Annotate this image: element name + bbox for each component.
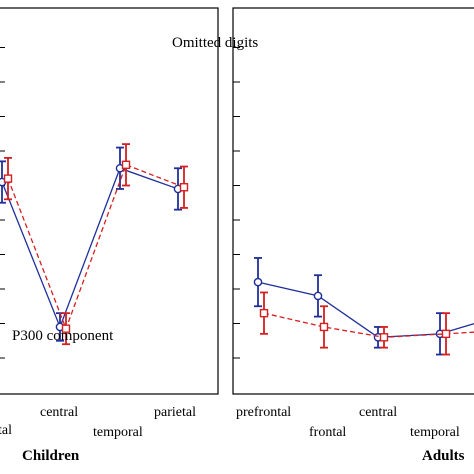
adults-series-group [253,257,474,356]
children-tick-label-temporal: temporal [93,425,143,440]
children-tick-label-parietal: parietal [154,405,196,420]
children-tick-label-prefrontal: tal [0,423,12,438]
adults-series-1-point [253,277,263,287]
adults-series-2-point [379,333,389,342]
adults-series-2-point [441,329,451,339]
adults-panel-label: Adults [422,448,465,464]
children-series-1-line [1,167,179,329]
adults-panel-frame [232,7,474,395]
children-series-group [0,143,189,346]
children-panel-frame [0,7,219,395]
p300-annotation: P300 component [12,328,114,344]
children-series-2-line [7,163,185,331]
children-tick-label-central: central [40,405,78,420]
adults-tick-label-temporal: temporal [410,425,460,440]
adults-series-1-point [313,291,323,301]
adults-series-2-point [319,322,329,332]
children-panel-label: Children [22,448,80,464]
adults-tick-label-prefrontal: prefrontal [236,405,291,420]
children-series-2-point [179,183,189,192]
children-series-2-point [121,160,131,170]
adults-series-1-line [257,281,474,338]
panel-title: Omitted digits [172,35,258,51]
children-series-2-point [61,324,71,333]
adults-series-2-point [259,308,269,318]
adults-tick-label-central: central [359,405,397,420]
adults-y-axis-ticks [233,47,240,359]
adults-tick-label-frontal: frontal [309,425,346,440]
children-series-2-point [3,174,13,183]
